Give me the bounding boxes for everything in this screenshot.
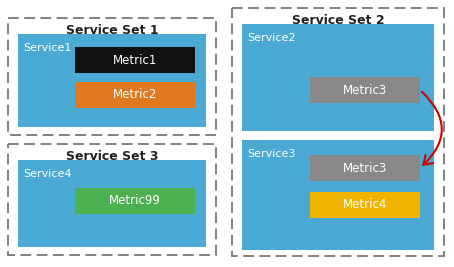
Text: Metric3: Metric3 [343, 162, 387, 175]
Bar [18, 34, 206, 127]
Text: Service2: Service2 [247, 33, 296, 43]
Text: Metric1: Metric1 [113, 53, 157, 66]
Text: Service3: Service3 [247, 149, 296, 159]
Text: Service1: Service1 [23, 43, 71, 53]
Text: Metric99: Metric99 [109, 194, 161, 207]
Text: Metric3: Metric3 [343, 84, 387, 96]
Bar [75, 188, 195, 214]
FancyArrowPatch shape [422, 92, 442, 165]
Bar [310, 155, 420, 181]
Text: Service Set 2: Service Set 2 [291, 14, 385, 28]
Text: Metric2: Metric2 [113, 88, 157, 101]
Text: Service4: Service4 [23, 169, 71, 179]
Text: Service Set 1: Service Set 1 [66, 25, 158, 37]
Bar [8, 18, 216, 135]
Bar [310, 77, 420, 103]
Bar [75, 47, 195, 73]
Bar [8, 144, 216, 255]
Bar [232, 8, 444, 256]
Text: Metric4: Metric4 [343, 198, 387, 211]
Bar [75, 82, 195, 108]
Text: Service Set 3: Service Set 3 [66, 151, 158, 163]
Bar [18, 160, 206, 247]
Bar [242, 140, 434, 250]
Bar [242, 24, 434, 131]
Bar [310, 192, 420, 218]
